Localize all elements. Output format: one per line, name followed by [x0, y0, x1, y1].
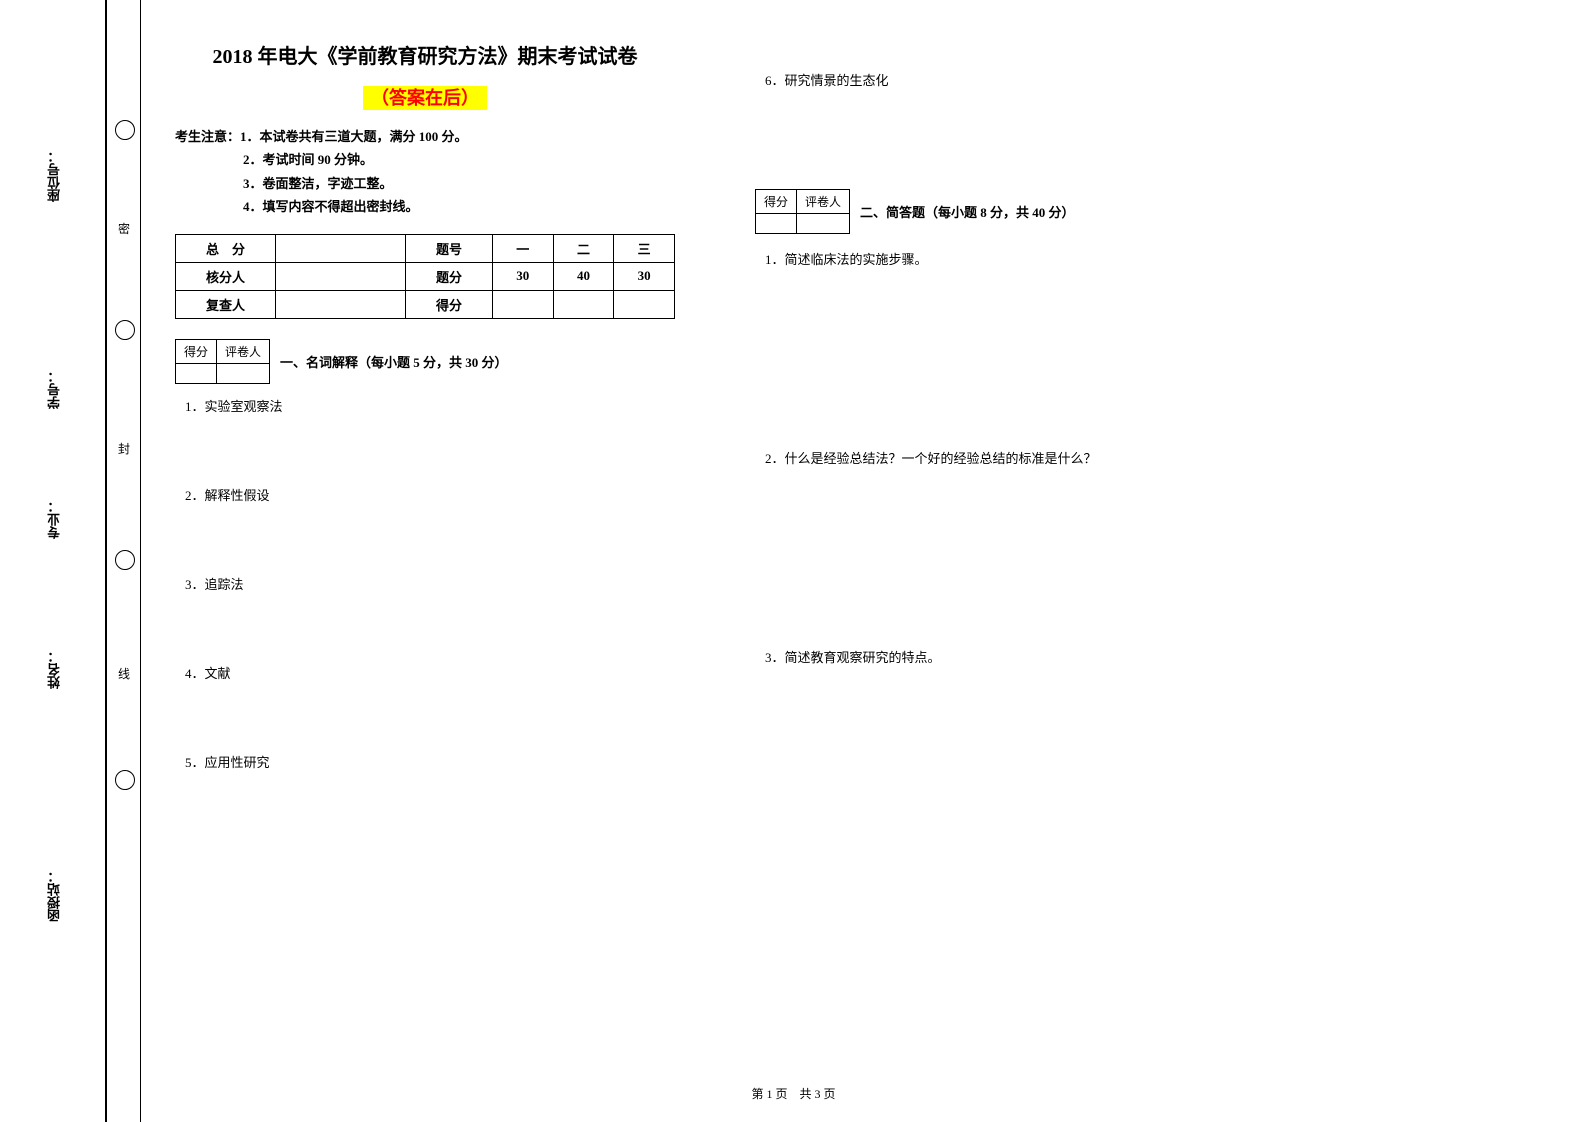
label-major: 专业：: [45, 500, 64, 539]
question-1-2: 2．解释性假设: [185, 485, 675, 504]
score-table: 总 分 题号 一 二 三 核分人 题分 30 40 30 复查人 得分: [175, 234, 675, 319]
cell-blank: [276, 262, 406, 290]
column-left: 2018 年电大《学前教育研究方法》期末考试试卷 （答案在后） 考生注意：1．本…: [175, 40, 675, 841]
mini-grader-blank: [217, 363, 270, 383]
seal-feng: 封: [118, 440, 130, 457]
binding-line-inner: [140, 0, 141, 1122]
mini-grader-blank: [797, 214, 850, 234]
circle-4: [115, 770, 135, 790]
circle-3: [115, 550, 135, 570]
notice-item1: 1．本试卷共有三道大题，满分 100 分。: [240, 129, 468, 144]
mini-score-label: 得分: [176, 339, 217, 363]
cell-header: 题号: [406, 234, 493, 262]
mini-score-table-2: 得分 评卷人: [755, 189, 850, 234]
question-1-4: 4．文献: [185, 663, 675, 682]
exam-subtitle: （答案在后）: [175, 84, 675, 110]
notice-item2: 2．考试时间 90 分钟。: [243, 148, 675, 171]
cell-blank: [276, 234, 406, 262]
cell-col3: 30: [614, 262, 675, 290]
section1-header: 得分 评卷人 一、名词解释（每小题 5 分，共 30 分）: [175, 339, 675, 384]
mini-score-blank: [756, 214, 797, 234]
mini-grader-label: 评卷人: [797, 190, 850, 214]
page-number: 第 1 页 共 3 页: [751, 1087, 835, 1101]
cell-col3: 三: [614, 234, 675, 262]
cell-scorer-label: 核分人: [176, 262, 276, 290]
cell-header: 题分: [406, 262, 493, 290]
vertical-labels: 座位号： 学号： 专业： 姓名： 函授站：: [45, 0, 75, 1122]
mini-score-blank: [176, 363, 217, 383]
page-footer: 第 1 页 共 3 页: [0, 1085, 1587, 1102]
table-row: 总 分 题号 一 二 三: [176, 234, 675, 262]
notice-prefix: 考生注意：: [175, 129, 240, 144]
table-row: 复查人 得分: [176, 290, 675, 318]
question-2-1: 1．简述临床法的实施步骤。: [765, 249, 1355, 268]
notice-block: 考生注意：1．本试卷共有三道大题，满分 100 分。 2．考试时间 90 分钟。…: [175, 125, 675, 219]
section1-title: 一、名词解释（每小题 5 分，共 30 分）: [280, 352, 508, 371]
cell-col1: [492, 290, 553, 318]
question-1-1: 1．实验室观察法: [185, 396, 675, 415]
left-margin: 座位号： 学号： 专业： 姓名： 函授站： 密 封 线: [0, 0, 150, 1122]
cell-col1: 一: [492, 234, 553, 262]
notice-item4: 4．填写内容不得超出密封线。: [243, 195, 675, 218]
subtitle-text: （答案在后）: [363, 86, 487, 110]
mini-score-table: 得分 评卷人: [175, 339, 270, 384]
cell-col2: 二: [553, 234, 614, 262]
seal-xian: 线: [118, 665, 130, 682]
question-2-2: 2．什么是经验总结法？一个好的经验总结的标准是什么？: [765, 448, 1355, 467]
question-1-3: 3．追踪法: [185, 574, 675, 593]
column-right: 6．研究情景的生态化 得分 评卷人 二、简答题（每小题 8 分，共 40 分） …: [755, 40, 1355, 706]
cell-total-label: 总 分: [176, 234, 276, 262]
notice-item3: 3．卷面整洁，字迹工整。: [243, 172, 675, 195]
cell-header: 得分: [406, 290, 493, 318]
question-1-5: 5．应用性研究: [185, 752, 675, 771]
table-row: 核分人 题分 30 40 30: [176, 262, 675, 290]
circle-1: [115, 120, 135, 140]
seal-mi: 密: [118, 220, 130, 237]
label-station: 函授站：: [45, 870, 64, 922]
circle-2: [115, 320, 135, 340]
section2-title: 二、简答题（每小题 8 分，共 40 分）: [860, 202, 1075, 221]
mini-score-label: 得分: [756, 190, 797, 214]
question-1-6: 6．研究情景的生态化: [765, 70, 1355, 89]
section2-header: 得分 评卷人 二、简答题（每小题 8 分，共 40 分）: [755, 189, 1355, 234]
label-student-id: 学号：: [45, 370, 64, 409]
label-seat: 座位号：: [45, 150, 64, 202]
cell-col2: 40: [553, 262, 614, 290]
cell-reviewer-label: 复查人: [176, 290, 276, 318]
main-content: 2018 年电大《学前教育研究方法》期末考试试卷 （答案在后） 考生注意：1．本…: [175, 40, 1555, 1070]
mini-grader-label: 评卷人: [217, 339, 270, 363]
cell-col1: 30: [492, 262, 553, 290]
exam-title: 2018 年电大《学前教育研究方法》期末考试试卷: [175, 40, 675, 69]
question-2-3: 3．简述教育观察研究的特点。: [765, 647, 1355, 666]
label-name: 姓名：: [45, 650, 64, 689]
cell-col3: [614, 290, 675, 318]
binding-line-outer: [105, 0, 107, 1122]
cell-col2: [553, 290, 614, 318]
cell-blank: [276, 290, 406, 318]
